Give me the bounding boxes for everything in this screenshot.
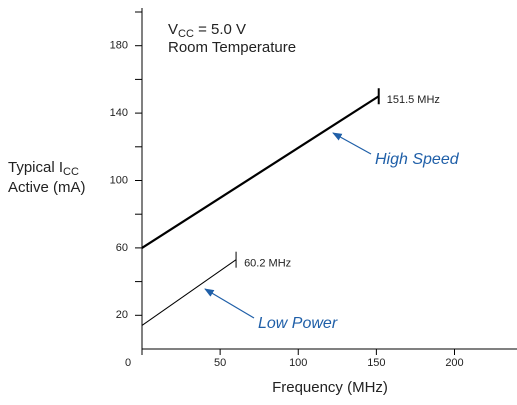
series-line xyxy=(141,259,237,326)
y-tick-label: 140 xyxy=(110,107,128,119)
x-tick-label: 150 xyxy=(367,357,385,369)
condition-line: Room Temperature xyxy=(168,39,296,56)
x-tick-label: 200 xyxy=(445,357,463,369)
x-tick-label: 100 xyxy=(289,357,307,369)
x-tick-label: 50 xyxy=(214,357,226,369)
x-tick-label: 0 xyxy=(125,357,131,369)
y-tick-label: 60 xyxy=(116,242,128,254)
y-axis-label: Typical ICC xyxy=(8,159,79,178)
condition-line: VCC = 5.0 V xyxy=(168,21,246,40)
label-arrow xyxy=(332,132,372,155)
x-axis-label: Frequency (MHz) xyxy=(272,379,388,396)
end-label: 60.2 MHz xyxy=(244,258,291,270)
y-tick-label: 100 xyxy=(110,174,128,186)
y-axis-label: Active (mA) xyxy=(8,179,86,196)
series-label: High Speed xyxy=(375,151,460,168)
series-line xyxy=(141,95,380,249)
label-arrow xyxy=(204,288,255,319)
y-tick-label: 180 xyxy=(110,40,128,52)
series-label: Low Power xyxy=(258,315,338,332)
end-label: 151.5 MHz xyxy=(387,94,440,106)
y-tick-label: 20 xyxy=(116,309,128,321)
